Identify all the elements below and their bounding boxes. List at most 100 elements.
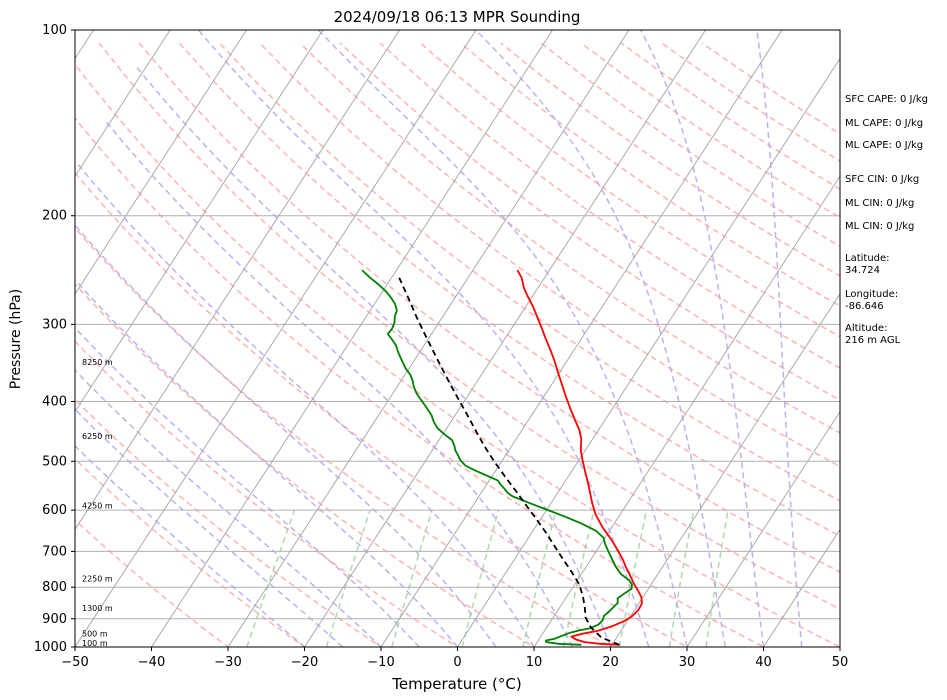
isotherm-line	[227, 30, 630, 647]
y-tick-label: 400	[42, 394, 67, 409]
moist-adiabat	[75, 408, 344, 647]
moist-adiabat	[75, 278, 459, 647]
isotherm-line	[151, 30, 553, 647]
height-label: 1300 m	[82, 604, 113, 613]
y-axis-ticks: 1000 900 800 700 600 500 400 300 200 100	[34, 23, 75, 655]
x-tick-label: 0	[453, 655, 461, 670]
moist-adiabat	[104, 119, 573, 647]
dry-adiabat	[219, 42, 840, 502]
x-tick-label: −40	[138, 655, 165, 670]
y-tick-label: 100	[42, 23, 67, 38]
isotherm-line	[75, 30, 400, 531]
dry-adiabat	[500, 42, 840, 277]
latitude-value: 34.724	[845, 265, 880, 276]
isotherm-line	[304, 30, 706, 647]
dry-adiabat	[75, 283, 536, 647]
dry-adiabat	[540, 42, 840, 248]
dry-adiabat	[178, 42, 840, 537]
dry-adiabat	[339, 42, 840, 402]
isotherm-line	[533, 175, 840, 647]
dry-adiabat	[98, 42, 840, 610]
moist-adiabat	[77, 163, 535, 647]
ml-cin-text-2: ML CIN: 0 J/kg	[845, 221, 914, 232]
isotherm-line	[686, 410, 840, 647]
y-tick-label: 600	[42, 503, 67, 518]
isotherm-line	[75, 30, 477, 647]
moist-adiabat	[756, 30, 803, 647]
y-tick-label: 200	[42, 209, 67, 224]
sfc-cin-text: SFC CIN: 0 J/kg	[845, 174, 919, 185]
dry-adiabat	[259, 42, 840, 468]
dry-adiabat	[379, 42, 840, 369]
height-label: 4250 m	[82, 502, 113, 511]
dry-adiabat	[420, 42, 840, 338]
x-tick-label: 20	[602, 655, 619, 670]
stats-panel: SFC CAPE: 0 J/kg ML CAPE: 0 J/kg ML CAPE…	[845, 94, 928, 346]
dry-adiabat	[299, 42, 840, 434]
dry-adiabat	[75, 458, 306, 647]
x-tick-label: 10	[526, 655, 543, 670]
x-axis-ticks: −50 −40 −30 −20 −10 0 10 20 30 40 50	[61, 647, 848, 670]
x-tick-label: 30	[679, 655, 696, 670]
dry-adiabat	[580, 42, 840, 219]
altitude-value: 216 m AGL	[845, 335, 901, 346]
latitude-label: Latitude:	[845, 253, 890, 264]
isotherm-line	[457, 57, 840, 647]
dry-adiabat	[75, 518, 230, 647]
moist-adiabat	[136, 67, 612, 647]
isotherm-line	[75, 30, 247, 295]
sfc-cape-text: SFC CAPE: 0 J/kg	[845, 94, 928, 105]
x-tick-label: −30	[214, 655, 241, 670]
moist-adiabat	[75, 444, 305, 647]
dry-adiabat	[460, 42, 840, 307]
mixing-ratio-line	[522, 509, 557, 647]
height-label: 6250 m	[82, 432, 113, 441]
height-label: 8250 m	[82, 358, 113, 367]
moist-adiabat	[475, 30, 727, 647]
moist-adiabat	[75, 224, 497, 647]
dry-adiabat	[661, 42, 840, 163]
y-tick-label: 900	[42, 612, 67, 627]
longitude-value: -86.646	[845, 301, 884, 312]
ml-cape-text-2: ML CAPE: 0 J/kg	[845, 140, 923, 151]
altitude-label: Altitude:	[845, 323, 887, 334]
y-tick-label: 700	[42, 544, 67, 559]
profile-series-2	[398, 277, 620, 646]
x-axis-label: Temperature (°C)	[391, 675, 521, 693]
isotherm-line	[75, 30, 171, 178]
dry-adiabat	[75, 171, 689, 647]
mixing-ratio-line	[325, 509, 371, 647]
isotherm-line	[610, 293, 840, 647]
y-axis-label: Pressure (hPa)	[8, 289, 24, 389]
moist-adiabat	[75, 369, 382, 647]
profile-lines	[361, 269, 643, 646]
mixing-ratio-line	[246, 509, 296, 647]
x-tick-label: 50	[832, 655, 849, 670]
dry-adiabat	[75, 63, 840, 647]
height-label: 2250 m	[82, 575, 113, 584]
moist-adiabat	[317, 30, 688, 647]
background-lines	[75, 30, 840, 647]
y-tick-label: 500	[42, 454, 67, 469]
dry-adiabat	[138, 42, 840, 573]
profile-series-1	[361, 269, 633, 646]
x-tick-label: −20	[291, 655, 318, 670]
profile-series-0	[516, 269, 643, 646]
moist-adiabat	[197, 30, 650, 647]
chart-title: 2024/09/18 06:13 MPR Sounding	[334, 8, 581, 26]
ml-cin-text-1: ML CIN: 0 J/kg	[845, 198, 914, 209]
height-label: 500 m	[82, 629, 108, 638]
x-tick-label: −10	[367, 655, 394, 670]
ml-cape-text-1: ML CAPE: 0 J/kg	[845, 118, 923, 129]
y-tick-label: 1000	[34, 640, 67, 655]
moist-adiabat	[640, 30, 765, 647]
dry-adiabat	[75, 226, 613, 647]
x-tick-label: 40	[755, 655, 772, 670]
isotherm-line	[763, 528, 840, 647]
height-label: 100 m	[82, 639, 108, 648]
dry-adiabat	[75, 117, 766, 647]
isotherm-line	[380, 30, 783, 647]
x-tick-label: −50	[61, 655, 88, 670]
